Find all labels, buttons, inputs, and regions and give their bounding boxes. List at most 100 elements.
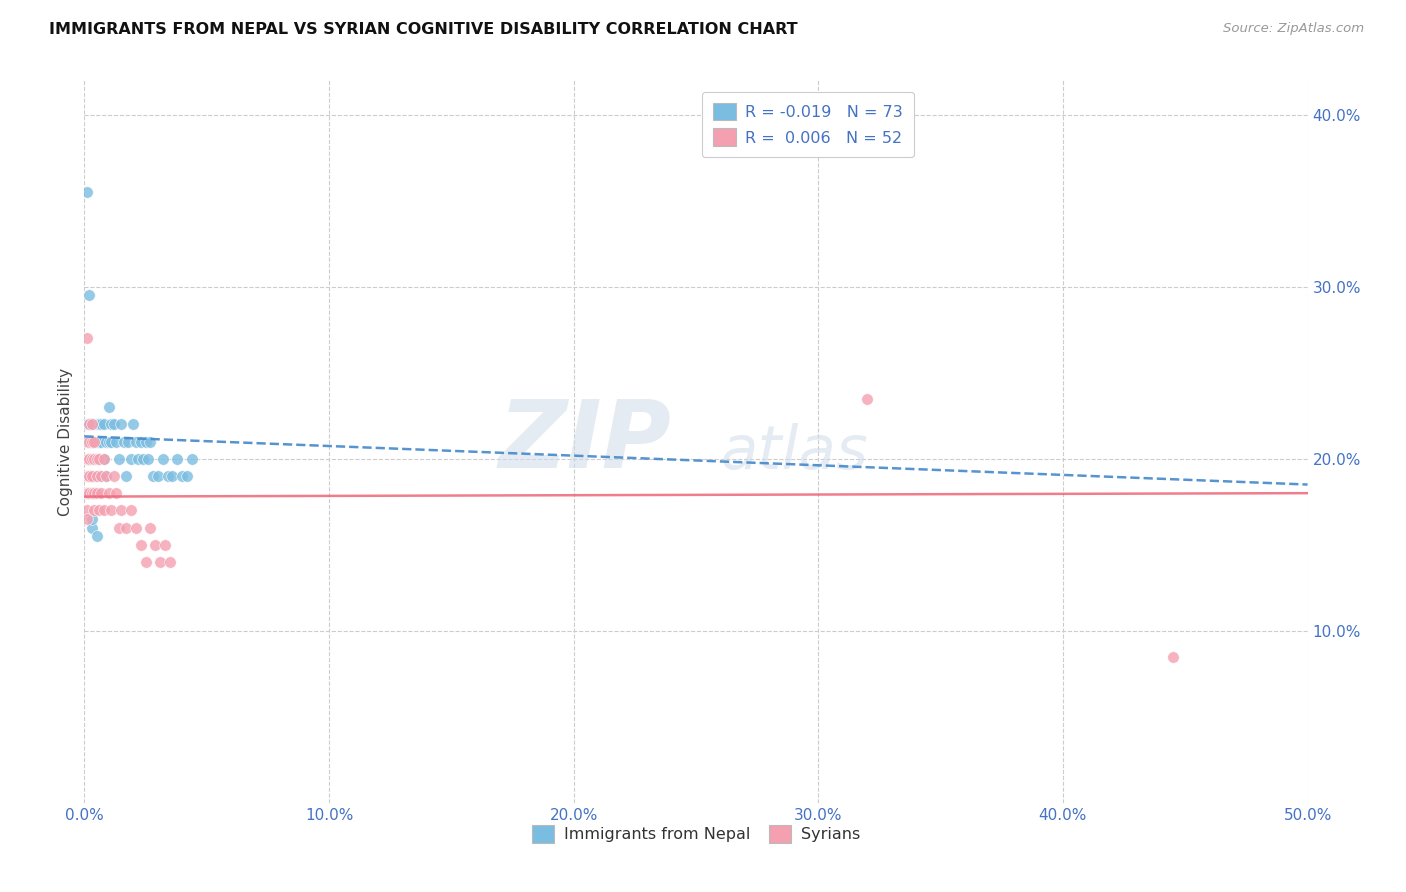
- Point: [76, 503, 98, 517]
- Point: [77, 434, 100, 449]
- Point: [125, 520, 148, 534]
- Point: [100, 434, 122, 449]
- Point: [77, 451, 100, 466]
- Point: [76, 486, 98, 500]
- Point: [77, 469, 100, 483]
- Text: IMMIGRANTS FROM NEPAL VS SYRIAN COGNITIVE DISABILITY CORRELATION CHART: IMMIGRANTS FROM NEPAL VS SYRIAN COGNITIV…: [49, 22, 797, 37]
- Point: [105, 486, 128, 500]
- Point: [149, 555, 172, 569]
- Point: [115, 520, 138, 534]
- Point: [77, 417, 100, 432]
- Text: Source: ZipAtlas.com: Source: ZipAtlas.com: [1223, 22, 1364, 36]
- Point: [77, 434, 100, 449]
- Point: [76, 512, 98, 526]
- Point: [143, 538, 166, 552]
- Point: [125, 434, 148, 449]
- Point: [87, 503, 110, 517]
- Point: [86, 469, 108, 483]
- Point: [80, 434, 103, 449]
- Point: [87, 451, 110, 466]
- Point: [132, 451, 155, 466]
- Point: [77, 434, 100, 449]
- Point: [77, 469, 100, 483]
- Point: [80, 486, 103, 500]
- Point: [107, 520, 129, 534]
- Point: [153, 538, 176, 552]
- Point: [87, 434, 110, 449]
- Point: [86, 486, 108, 500]
- Point: [1161, 649, 1184, 664]
- Point: [127, 451, 149, 466]
- Point: [112, 434, 135, 449]
- Point: [96, 469, 118, 483]
- Point: [83, 434, 105, 449]
- Point: [80, 486, 103, 500]
- Y-axis label: Cognitive Disability: Cognitive Disability: [58, 368, 73, 516]
- Point: [136, 451, 159, 466]
- Point: [142, 469, 165, 483]
- Point: [117, 434, 139, 449]
- Point: [77, 417, 100, 432]
- Point: [93, 417, 115, 432]
- Point: [135, 434, 157, 449]
- Point: [77, 417, 100, 432]
- Point: [76, 451, 98, 466]
- Point: [76, 434, 98, 449]
- Legend: Immigrants from Nepal, Syrians: Immigrants from Nepal, Syrians: [526, 819, 866, 849]
- Point: [93, 451, 115, 466]
- Point: [80, 434, 103, 449]
- Point: [86, 469, 108, 483]
- Point: [80, 512, 103, 526]
- Point: [135, 555, 157, 569]
- Point: [86, 451, 108, 466]
- Point: [181, 451, 204, 466]
- Point: [76, 451, 98, 466]
- Point: [80, 451, 103, 466]
- Point: [115, 469, 138, 483]
- Point: [83, 503, 105, 517]
- Point: [107, 451, 129, 466]
- Point: [129, 434, 152, 449]
- Point: [97, 486, 120, 500]
- Point: [83, 451, 105, 466]
- Point: [856, 392, 879, 406]
- Point: [76, 434, 98, 449]
- Point: [87, 417, 110, 432]
- Point: [77, 451, 100, 466]
- Point: [93, 503, 115, 517]
- Point: [159, 555, 181, 569]
- Point: [76, 469, 98, 483]
- Point: [96, 469, 118, 483]
- Point: [90, 486, 112, 500]
- Point: [76, 417, 98, 432]
- Point: [83, 486, 105, 500]
- Point: [76, 451, 98, 466]
- Point: [86, 417, 108, 432]
- Point: [166, 451, 188, 466]
- Point: [77, 451, 100, 466]
- Point: [83, 451, 105, 466]
- Point: [77, 451, 100, 466]
- Point: [90, 417, 112, 432]
- Point: [83, 434, 105, 449]
- Point: [86, 529, 108, 543]
- Point: [76, 331, 98, 345]
- Point: [120, 503, 142, 517]
- Point: [87, 451, 110, 466]
- Point: [76, 185, 98, 199]
- Point: [97, 434, 120, 449]
- Point: [76, 486, 98, 500]
- Point: [80, 417, 103, 432]
- Point: [103, 417, 125, 432]
- Point: [120, 451, 142, 466]
- Point: [80, 434, 103, 449]
- Point: [129, 538, 152, 552]
- Text: ZIP: ZIP: [499, 395, 672, 488]
- Point: [80, 469, 103, 483]
- Point: [77, 288, 100, 302]
- Point: [93, 451, 115, 466]
- Point: [77, 486, 100, 500]
- Point: [97, 400, 120, 414]
- Point: [105, 434, 128, 449]
- Point: [80, 451, 103, 466]
